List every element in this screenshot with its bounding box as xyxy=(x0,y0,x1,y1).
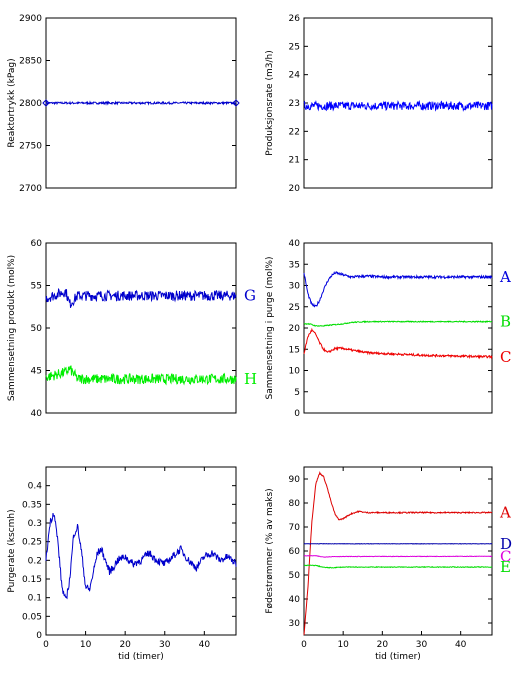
ytick-label: 40 xyxy=(289,239,301,249)
plot-area-6 xyxy=(303,466,493,636)
series-line-main xyxy=(303,99,493,112)
series-label-d: D xyxy=(500,535,512,553)
series-label-b: B xyxy=(500,313,511,331)
ytick-label: 0 xyxy=(294,409,300,419)
ytick-label: 2700 xyxy=(19,184,42,194)
ytick-label: 50 xyxy=(289,571,301,581)
ytick-label: 2900 xyxy=(19,14,42,24)
series-label-c: C xyxy=(500,547,511,565)
series-line-e xyxy=(304,564,493,569)
series-line-a xyxy=(303,471,493,636)
y-axis-label: Fødestrømmer (% av maks) xyxy=(265,488,275,613)
ytick-label: 70 xyxy=(289,523,301,533)
series-label-a: A xyxy=(499,268,511,286)
series-line-main xyxy=(45,513,237,600)
series-line-a xyxy=(303,271,493,308)
ytick-label: 35 xyxy=(289,260,300,270)
ytick-label: 2800 xyxy=(19,99,42,109)
xtick-label: 30 xyxy=(159,640,171,650)
ytick-label: 0.05 xyxy=(22,612,42,622)
ytick-label: 24 xyxy=(289,71,301,81)
ytick-label: 60 xyxy=(289,547,301,557)
ytick-label: 25 xyxy=(289,303,300,313)
ytick-label: 0.15 xyxy=(22,575,42,585)
ytick-label: 50 xyxy=(31,324,43,334)
xtick-label: 40 xyxy=(455,640,467,650)
ytick-label: 5 xyxy=(294,388,300,398)
x-axis-label: tid (timer) xyxy=(118,652,164,662)
series-line-g xyxy=(45,287,237,309)
ytick-label: 15 xyxy=(289,345,300,355)
ytick-label: 0.35 xyxy=(22,500,42,510)
ytick-label: 0.1 xyxy=(28,594,42,604)
y-axis-label: Purgerate (kscmh) xyxy=(7,509,17,592)
ytick-label: 0.25 xyxy=(22,538,42,548)
xtick-label: 0 xyxy=(43,640,49,650)
ytick-label: 20 xyxy=(289,324,301,334)
ytick-label: 22 xyxy=(289,127,300,137)
ytick-label: 40 xyxy=(289,595,301,605)
series-line-c xyxy=(303,555,493,558)
ytick-label: 26 xyxy=(289,14,301,24)
series-label-a: A xyxy=(499,504,511,522)
series-line-b xyxy=(303,320,492,327)
xtick-label: 40 xyxy=(199,640,211,650)
series-label-c: C xyxy=(500,348,511,366)
xtick-label: 10 xyxy=(337,640,349,650)
xtick-label: 0 xyxy=(301,640,307,650)
ytick-label: 45 xyxy=(31,367,42,377)
ytick-label: 90 xyxy=(289,475,301,485)
ytick-label: 80 xyxy=(289,499,301,509)
ytick-label: 25 xyxy=(289,42,300,52)
ytick-label: 30 xyxy=(289,619,301,629)
ytick-label: 21 xyxy=(289,156,300,166)
ytick-label: 2750 xyxy=(19,142,42,152)
series-line-main xyxy=(45,100,237,106)
ytick-label: 20 xyxy=(289,184,301,194)
series-label-e: E xyxy=(500,558,511,576)
ytick-label: 40 xyxy=(31,409,43,419)
ytick-label: 0.2 xyxy=(28,556,42,566)
plot-area-3 xyxy=(45,242,237,414)
x-axis-label: tid (timer) xyxy=(375,652,421,662)
ytick-label: 0 xyxy=(36,631,42,641)
xtick-label: 30 xyxy=(416,640,428,650)
ytick-label: 2850 xyxy=(19,57,42,67)
plot-area-5 xyxy=(45,466,237,636)
y-axis-label: Sammensetning produkt (mol%) xyxy=(7,255,17,401)
series-line-c xyxy=(303,327,493,360)
ytick-label: 55 xyxy=(31,282,42,292)
series-label-h: H xyxy=(244,370,257,388)
y-axis-label: Produksjonsrate (m3/h) xyxy=(265,50,275,155)
ytick-label: 0.3 xyxy=(28,519,42,529)
xtick-label: 20 xyxy=(119,640,131,650)
ytick-label: 10 xyxy=(289,367,301,377)
xtick-label: 10 xyxy=(80,640,92,650)
series-marker xyxy=(232,99,240,107)
series-label-g: G xyxy=(244,287,256,305)
ytick-label: 30 xyxy=(289,282,301,292)
ytick-label: 0.4 xyxy=(28,482,43,492)
ytick-label: 60 xyxy=(31,239,43,249)
series-marker xyxy=(42,99,50,107)
ytick-label: 23 xyxy=(289,99,300,109)
y-axis-label: Sammensetning i purge (mol%) xyxy=(265,256,275,399)
y-axis-label: Reaktortrykk (kPag) xyxy=(7,58,17,147)
plot-area-4 xyxy=(303,242,493,414)
series-line-h xyxy=(45,365,237,386)
xtick-label: 20 xyxy=(377,640,389,650)
